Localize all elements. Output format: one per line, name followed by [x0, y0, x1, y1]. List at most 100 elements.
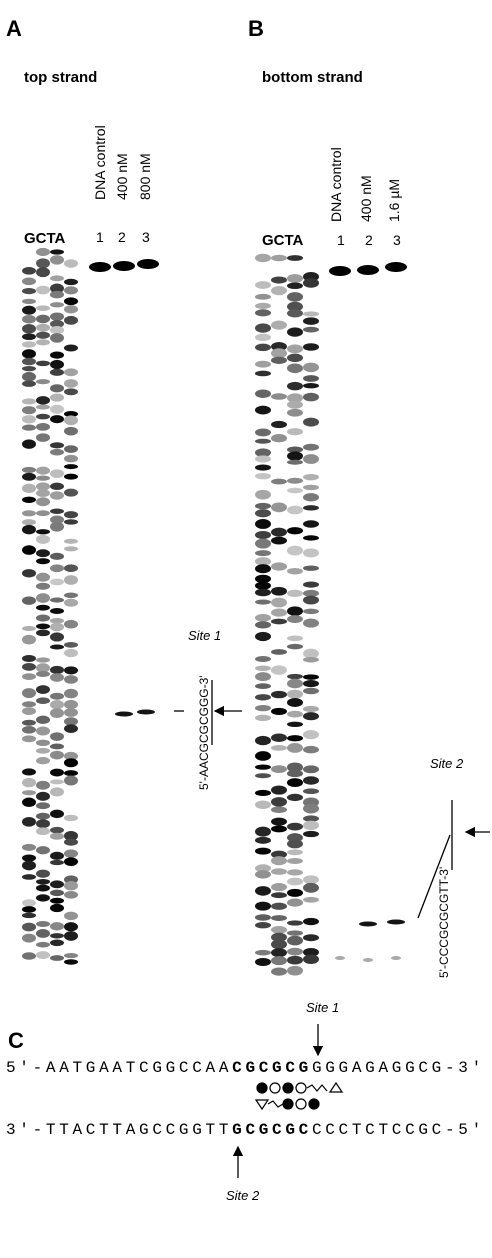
- lane-name: 400 nM: [358, 175, 374, 222]
- gel-band: [303, 765, 319, 773]
- gel-band: [50, 369, 64, 376]
- gel-band: [22, 467, 36, 473]
- gel-band: [36, 740, 50, 746]
- gels: [22, 248, 407, 976]
- gel-band: [22, 324, 36, 334]
- lane-name: DNA control: [328, 147, 344, 222]
- gel-band: [287, 460, 303, 465]
- gel-band: [271, 818, 287, 826]
- gel-band: [64, 259, 78, 268]
- gel-band: [50, 326, 64, 334]
- gel-band: [287, 255, 303, 261]
- gel-band: [287, 869, 303, 875]
- gel-band: [64, 368, 78, 376]
- gel-band: [22, 798, 36, 807]
- gel-band: [64, 592, 78, 598]
- gel-band: [303, 934, 319, 941]
- lane-number: 2: [118, 229, 126, 245]
- gel-band: [303, 317, 319, 325]
- gel-band: [36, 929, 50, 938]
- gel-band: [22, 688, 36, 698]
- gel-band: [255, 550, 271, 556]
- gel-band: [22, 545, 36, 555]
- gel-band: [287, 282, 303, 289]
- gel-band: [64, 345, 78, 352]
- gel-band: [36, 697, 50, 704]
- gel-band: [64, 489, 78, 497]
- gel-band: [255, 672, 271, 681]
- gel-band: [287, 506, 303, 515]
- gel-band: [255, 632, 271, 641]
- gel-band: [255, 406, 271, 415]
- lane-name: 400 nM: [114, 153, 130, 200]
- gel-band: [303, 454, 319, 464]
- gel-band: [271, 903, 287, 910]
- gel-band: [255, 715, 271, 721]
- gel-band: [50, 415, 64, 423]
- gel-band: [36, 396, 50, 404]
- gel-band: [255, 827, 271, 837]
- gel-band: [303, 649, 319, 659]
- gel-band: [255, 656, 271, 662]
- gel-band: [36, 258, 50, 268]
- gel-band: [22, 497, 36, 503]
- gel-band: [287, 488, 303, 494]
- gel-band: [271, 665, 287, 674]
- gel-band: [303, 954, 319, 964]
- gel-band: [255, 950, 271, 956]
- gel-band: [22, 381, 36, 387]
- gel-band: [391, 956, 401, 960]
- gel-band: [36, 414, 50, 420]
- gel-band: [255, 254, 271, 262]
- gel-band: [50, 394, 64, 402]
- gel-band: [50, 645, 64, 650]
- gel-band: [271, 765, 287, 773]
- gel-band: [50, 522, 64, 532]
- gel-band: [287, 698, 303, 707]
- gel-band: [36, 529, 50, 534]
- gel-band: [303, 883, 319, 893]
- gel-band: [303, 674, 319, 679]
- gel-band: [50, 352, 64, 359]
- gel-band: [255, 465, 271, 471]
- gel-band: [303, 897, 319, 903]
- gel-band: [287, 546, 303, 556]
- ladder-label: GCTA: [262, 232, 304, 249]
- gel-band: [22, 899, 36, 906]
- gel-band: [255, 428, 271, 436]
- gel-band: [50, 779, 64, 784]
- gel-band: [22, 425, 36, 431]
- gel-band: [36, 489, 50, 497]
- gel-band: [255, 621, 271, 628]
- gel-band: [303, 831, 319, 837]
- gel-band: [287, 849, 303, 855]
- gel-band: [287, 527, 303, 534]
- gel-band: [303, 712, 319, 720]
- gel-band: [271, 587, 287, 596]
- gel-band: [22, 306, 36, 315]
- gel-band: [50, 890, 64, 896]
- gel-band: [303, 776, 319, 784]
- gel-band: [22, 874, 36, 880]
- gel-band: [36, 286, 50, 295]
- gel-band: [115, 712, 133, 717]
- gel-band: [50, 939, 64, 946]
- gel-band: [357, 265, 379, 275]
- gel-band: [50, 708, 64, 718]
- gel-band: [287, 292, 303, 302]
- gel-band: [287, 690, 303, 699]
- gel-band: [303, 657, 319, 662]
- gel-band: [271, 357, 287, 364]
- gel-band: [64, 839, 78, 846]
- gel-band: [271, 421, 287, 428]
- gel-band: [64, 427, 78, 436]
- gel-band: [287, 344, 303, 353]
- gel-band: [22, 626, 36, 631]
- gel-band: [36, 726, 50, 735]
- gel-band: [36, 332, 50, 339]
- gel-band: [303, 278, 319, 288]
- gel-band: [50, 469, 64, 478]
- gel-band: [36, 379, 50, 384]
- gel-band: [303, 730, 319, 739]
- gel-band: [36, 475, 50, 480]
